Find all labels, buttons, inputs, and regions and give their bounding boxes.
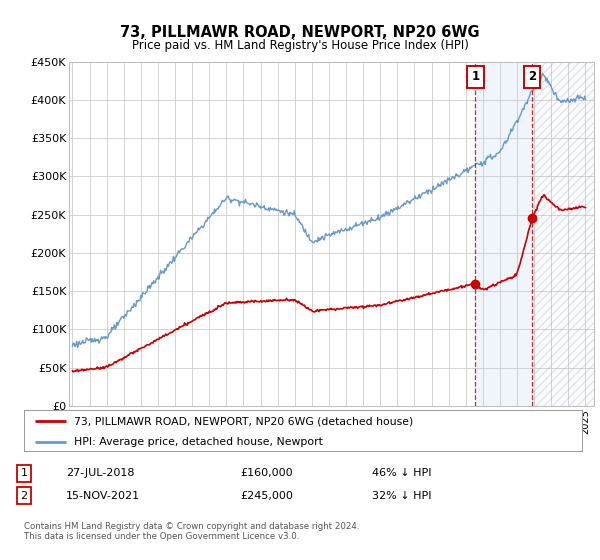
Text: Price paid vs. HM Land Registry's House Price Index (HPI): Price paid vs. HM Land Registry's House … xyxy=(131,39,469,52)
Text: £245,000: £245,000 xyxy=(240,491,293,501)
Text: 1: 1 xyxy=(472,71,479,83)
Text: 46% ↓ HPI: 46% ↓ HPI xyxy=(372,468,431,478)
Text: 15-NOV-2021: 15-NOV-2021 xyxy=(66,491,140,501)
Text: 2: 2 xyxy=(528,71,536,83)
Text: 32% ↓ HPI: 32% ↓ HPI xyxy=(372,491,431,501)
Text: 2: 2 xyxy=(20,491,28,501)
Text: £160,000: £160,000 xyxy=(240,468,293,478)
Bar xyxy=(475,62,532,406)
Text: 1: 1 xyxy=(20,468,28,478)
Text: Contains HM Land Registry data © Crown copyright and database right 2024.
This d: Contains HM Land Registry data © Crown c… xyxy=(24,522,359,542)
Text: 27-JUL-2018: 27-JUL-2018 xyxy=(66,468,134,478)
Bar xyxy=(532,62,594,406)
Text: HPI: Average price, detached house, Newport: HPI: Average price, detached house, Newp… xyxy=(74,437,323,447)
Text: 73, PILLMAWR ROAD, NEWPORT, NP20 6WG (detached house): 73, PILLMAWR ROAD, NEWPORT, NP20 6WG (de… xyxy=(74,417,413,426)
Bar xyxy=(532,62,594,406)
Bar xyxy=(532,62,594,406)
Text: 73, PILLMAWR ROAD, NEWPORT, NP20 6WG: 73, PILLMAWR ROAD, NEWPORT, NP20 6WG xyxy=(120,25,480,40)
